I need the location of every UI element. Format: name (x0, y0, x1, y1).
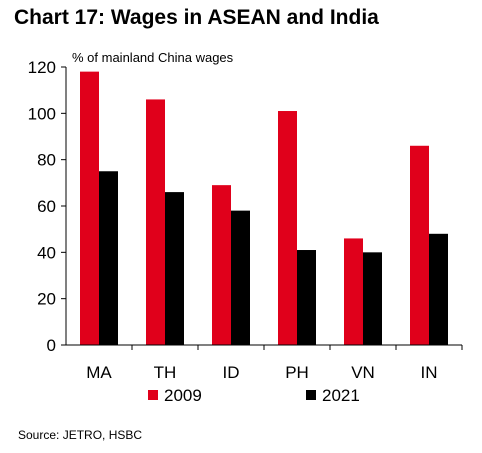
y-tick-label: 40 (37, 243, 56, 262)
bars (80, 71, 448, 346)
bar-2009-ma (80, 71, 99, 345)
x-tick-label-id: ID (223, 363, 240, 382)
legend-label-2021: 2021 (322, 386, 360, 405)
bar-2021-ma (99, 171, 118, 345)
bar-2021-in (429, 233, 448, 345)
legend-swatch-2009 (148, 390, 158, 400)
x-tick-label-ma: MA (86, 363, 112, 382)
bar-2009-ph (278, 111, 297, 346)
y-axis-ticks: 0 20 40 60 80 100 120 (28, 58, 66, 355)
bar-2009-th (146, 99, 165, 345)
legend: 2009 2021 (148, 386, 360, 405)
y-tick-label: 20 (37, 290, 56, 309)
bar-2009-id (212, 185, 231, 345)
bar-2021-vn (363, 252, 382, 345)
legend-label-2009: 2009 (164, 386, 202, 405)
chart-title: Chart 17: Wages in ASEAN and India (14, 6, 379, 29)
bar-2009-vn (344, 238, 363, 345)
y-tick-label: 80 (37, 151, 56, 170)
bar-2021-id (231, 210, 250, 345)
x-tick-label-vn: VN (351, 363, 375, 382)
bar-2021-th (165, 192, 184, 345)
bar-2009-in (410, 145, 429, 345)
y-tick-label: 0 (47, 336, 56, 355)
y-tick-label: 120 (28, 58, 56, 77)
y-tick-label: 100 (28, 104, 56, 123)
source-note: Source: JETRO, HSBC (18, 428, 143, 442)
x-tick-label-ph: PH (285, 363, 309, 382)
x-axis-labels: MA TH ID PH VN IN (86, 345, 463, 382)
x-tick-label-th: TH (154, 363, 177, 382)
legend-swatch-2021 (306, 390, 316, 400)
bar-2021-ph (297, 250, 316, 345)
y-tick-label: 60 (37, 197, 56, 216)
y-axis-title: % of mainland China wages (72, 50, 234, 65)
x-tick-label-in: IN (421, 363, 438, 382)
